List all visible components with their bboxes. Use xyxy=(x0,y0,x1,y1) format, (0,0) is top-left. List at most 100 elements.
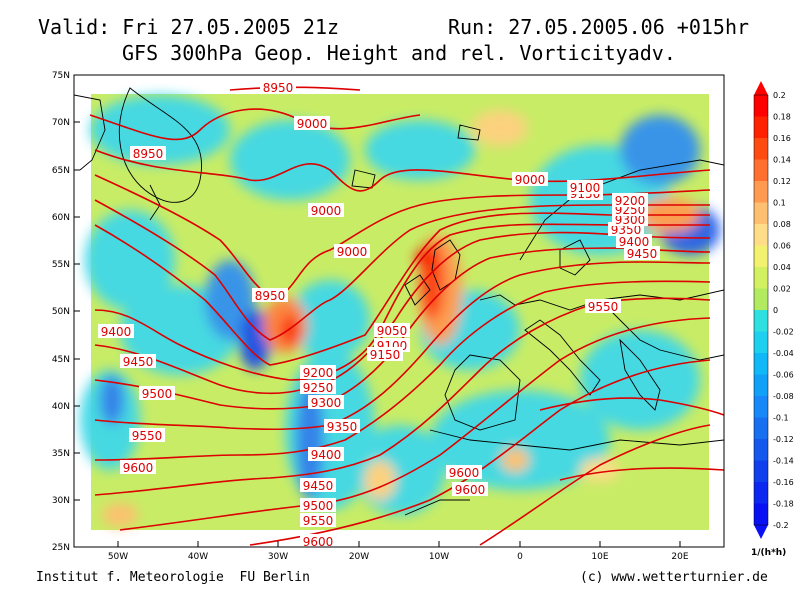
svg-text:9600: 9600 xyxy=(123,461,154,475)
colorbar-segment xyxy=(754,138,768,160)
svg-text:9600: 9600 xyxy=(449,466,480,480)
lon-label: 20W xyxy=(349,552,369,562)
colorbar-label: 0.04 xyxy=(773,263,791,272)
contour-label: 9600 xyxy=(300,534,336,549)
run-time: Run: 27.05.2005.06 +015hr xyxy=(448,15,750,39)
lon-label: 0 xyxy=(517,552,523,562)
contour-label: 9450 xyxy=(120,354,156,369)
lat-label: 70N xyxy=(52,118,70,128)
lon-label: 50W xyxy=(108,552,128,562)
lat-label: 65N xyxy=(52,166,70,176)
lat-label: 60N xyxy=(52,213,70,223)
valid-time: Valid: Fri 27.05.2005 21z xyxy=(38,15,340,39)
colorbar-label: -0.02 xyxy=(773,328,794,337)
svg-text:8950: 8950 xyxy=(263,81,294,95)
contour-label: 9450 xyxy=(624,246,660,261)
svg-text:9600: 9600 xyxy=(303,535,334,549)
contour-label: 9400 xyxy=(308,447,344,462)
svg-text:9450: 9450 xyxy=(123,355,154,369)
svg-text:9400: 9400 xyxy=(311,448,342,462)
contour-label: 9000 xyxy=(294,116,330,131)
coastlines xyxy=(74,87,724,516)
colorbar-segment xyxy=(754,310,768,332)
lon-label: 30W xyxy=(268,552,288,562)
svg-text:9550: 9550 xyxy=(132,429,163,443)
lat-label: 40N xyxy=(52,402,70,412)
svg-text:9050: 9050 xyxy=(377,324,408,338)
colorbar: 0.2 0.18 0.16 0.14 0.12 0.1 0.08 0.06 0.04 0.02 0 -… xyxy=(751,81,794,558)
contour-label: 9450 xyxy=(300,478,336,493)
colorbar-segment xyxy=(754,460,768,483)
contour-label: 9550 xyxy=(585,299,621,314)
contour-label: 9200 xyxy=(612,193,648,208)
contour-label: 8950 xyxy=(260,80,296,95)
colorbar-label: 0.08 xyxy=(773,220,791,229)
colorbar-label: 0.18 xyxy=(773,113,791,122)
contour-label: 9350 xyxy=(324,419,360,434)
colorbar-segment xyxy=(754,331,768,354)
colorbar-segment xyxy=(754,116,768,139)
colorbar-label: -0.04 xyxy=(773,349,794,358)
contour-label: 9500 xyxy=(300,498,336,513)
contour-label: 9200 xyxy=(300,365,336,380)
colorbar-segment xyxy=(754,374,768,397)
contour-label: 9250 xyxy=(300,380,336,395)
lat-label: 50N xyxy=(52,307,70,317)
svg-text:9000: 9000 xyxy=(311,204,342,218)
contour-label: 9600 xyxy=(120,460,156,475)
svg-text:9500: 9500 xyxy=(303,499,334,513)
colorbar-label: 0 xyxy=(773,306,778,315)
colorbar-segment xyxy=(754,95,768,117)
lat-label: 35N xyxy=(52,449,70,459)
lon-label: 10W xyxy=(429,552,449,562)
svg-text:9300: 9300 xyxy=(311,396,342,410)
svg-text:9000: 9000 xyxy=(515,173,546,187)
svg-text:9500: 9500 xyxy=(142,387,173,401)
svg-text:9550: 9550 xyxy=(303,514,334,528)
svg-text:9450: 9450 xyxy=(303,479,334,493)
contour-label: 9100 xyxy=(567,180,603,195)
svg-text:9100: 9100 xyxy=(570,181,601,195)
contour-label: 9000 xyxy=(334,244,370,259)
lat-label: 25N xyxy=(52,543,70,553)
colorbar-label: 0.02 xyxy=(773,285,791,294)
svg-text:9300: 9300 xyxy=(615,213,646,227)
contour-label: 9400 xyxy=(616,234,652,249)
colorbar-label: -0.14 xyxy=(773,457,794,466)
contour-label: 9550 xyxy=(300,513,336,528)
colorbar-label: 0.2 xyxy=(773,91,786,100)
contour-label: 9600 xyxy=(452,482,488,497)
colorbar-label: 0.12 xyxy=(773,177,791,186)
colorbar-segment xyxy=(754,417,768,440)
colorbar-label: 0.06 xyxy=(773,242,791,251)
lat-label: 45N xyxy=(52,355,70,365)
colorbar-segment xyxy=(754,245,768,268)
contour-label: 9150 xyxy=(367,347,403,362)
colorbar-segment xyxy=(754,482,768,504)
contour-label: 9400 xyxy=(98,324,134,339)
colorbar-segment xyxy=(754,439,768,461)
colorbar-segment xyxy=(754,503,768,526)
colorbar-segment xyxy=(754,288,768,311)
colorbar-label: -0.2 xyxy=(773,521,789,530)
colorbar-segment xyxy=(754,396,768,418)
svg-text:9000: 9000 xyxy=(337,245,368,259)
colorbar-unit: 1/(h*h) xyxy=(751,548,786,558)
colorbar-bottom-arrow xyxy=(754,525,768,539)
colorbar-label: -0.12 xyxy=(773,435,794,444)
svg-text:8950: 8950 xyxy=(133,147,164,161)
contour-label: 9500 xyxy=(139,386,175,401)
svg-text:9200: 9200 xyxy=(303,366,334,380)
lon-label: 10E xyxy=(591,552,608,562)
colorbar-segment xyxy=(754,267,768,289)
colorbar-label: -0.08 xyxy=(773,392,794,401)
svg-text:9400: 9400 xyxy=(101,325,132,339)
contour-label: 9600 xyxy=(446,465,482,480)
svg-text:9000: 9000 xyxy=(297,117,328,131)
svg-text:9600: 9600 xyxy=(455,483,486,497)
colorbar-label: 0.16 xyxy=(773,134,791,143)
contour-label: 9550 xyxy=(129,428,165,443)
lon-label: 40W xyxy=(188,552,208,562)
svg-text:9350: 9350 xyxy=(327,420,358,434)
